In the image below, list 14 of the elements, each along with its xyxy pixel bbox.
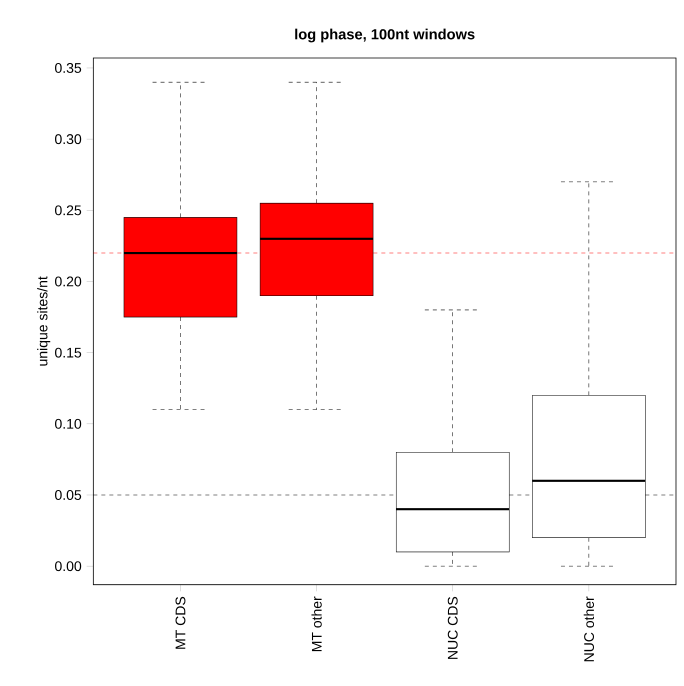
chart-title: log phase, 100nt windows [295,28,475,42]
y-tick-label: 0.00 [55,561,82,572]
x-tick-label: MT other [311,596,322,652]
x-tick-label: MT CDS [176,596,186,649]
y-tick-label: 0.30 [55,134,82,144]
x-tick-label: NUC CDS [448,596,458,659]
y-tick-label: 0.20 [55,276,82,286]
x-tick-label: NUC other [584,596,594,662]
y-tick-label: 0.35 [55,63,82,73]
y-tick-label: 0.05 [55,490,82,500]
y-tick-label: 0.25 [55,205,82,216]
y-axis-title: unique sites/nt [37,276,50,366]
y-tick-label: 0.10 [55,418,82,429]
y-tick-label: 0.15 [55,348,82,358]
